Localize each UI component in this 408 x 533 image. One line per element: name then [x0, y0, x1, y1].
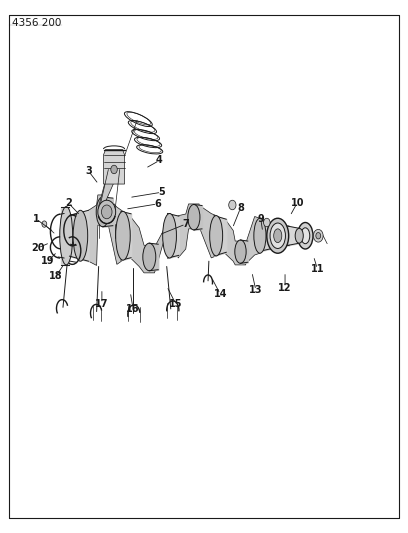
Polygon shape: [89, 195, 108, 265]
Circle shape: [42, 221, 47, 227]
Polygon shape: [155, 214, 170, 272]
Text: 4356 200: 4356 200: [11, 18, 61, 28]
Circle shape: [316, 232, 321, 239]
Polygon shape: [178, 204, 199, 258]
Text: 7: 7: [182, 219, 189, 229]
Circle shape: [111, 165, 117, 174]
Text: 20: 20: [31, 243, 44, 253]
Text: 4: 4: [156, 156, 163, 165]
Ellipse shape: [267, 218, 289, 253]
Circle shape: [102, 205, 112, 219]
Circle shape: [264, 218, 270, 227]
Ellipse shape: [143, 243, 156, 271]
Ellipse shape: [254, 218, 266, 253]
Polygon shape: [104, 150, 124, 184]
Ellipse shape: [115, 212, 130, 260]
Text: 6: 6: [154, 199, 161, 209]
Text: 16: 16: [126, 304, 140, 314]
Polygon shape: [246, 216, 260, 263]
Text: 8: 8: [237, 203, 244, 213]
Text: 14: 14: [213, 289, 227, 299]
Text: 3: 3: [85, 166, 92, 176]
Ellipse shape: [235, 240, 246, 263]
Ellipse shape: [295, 228, 303, 243]
Circle shape: [229, 200, 236, 210]
Text: 1: 1: [33, 214, 39, 224]
Circle shape: [313, 229, 323, 242]
Text: 5: 5: [158, 187, 165, 197]
Ellipse shape: [274, 229, 282, 243]
Text: 12: 12: [278, 282, 292, 293]
Polygon shape: [200, 206, 216, 258]
Ellipse shape: [73, 211, 88, 261]
Text: 13: 13: [249, 285, 263, 295]
Text: 19: 19: [41, 256, 55, 266]
Ellipse shape: [270, 223, 286, 248]
Ellipse shape: [188, 205, 200, 230]
Ellipse shape: [301, 228, 310, 244]
Ellipse shape: [163, 214, 176, 258]
Text: 10: 10: [290, 198, 304, 208]
Circle shape: [98, 200, 115, 223]
Polygon shape: [130, 216, 155, 273]
Ellipse shape: [210, 216, 223, 256]
Text: 15: 15: [169, 298, 182, 309]
Polygon shape: [99, 169, 120, 217]
Text: 18: 18: [49, 271, 63, 281]
Polygon shape: [108, 197, 123, 264]
Ellipse shape: [60, 207, 73, 265]
Text: 2: 2: [65, 198, 72, 208]
Text: 17: 17: [95, 298, 109, 309]
Polygon shape: [226, 220, 246, 265]
Ellipse shape: [297, 222, 313, 249]
Text: 11: 11: [311, 264, 324, 274]
Text: 9: 9: [257, 214, 264, 224]
Ellipse shape: [96, 197, 109, 227]
